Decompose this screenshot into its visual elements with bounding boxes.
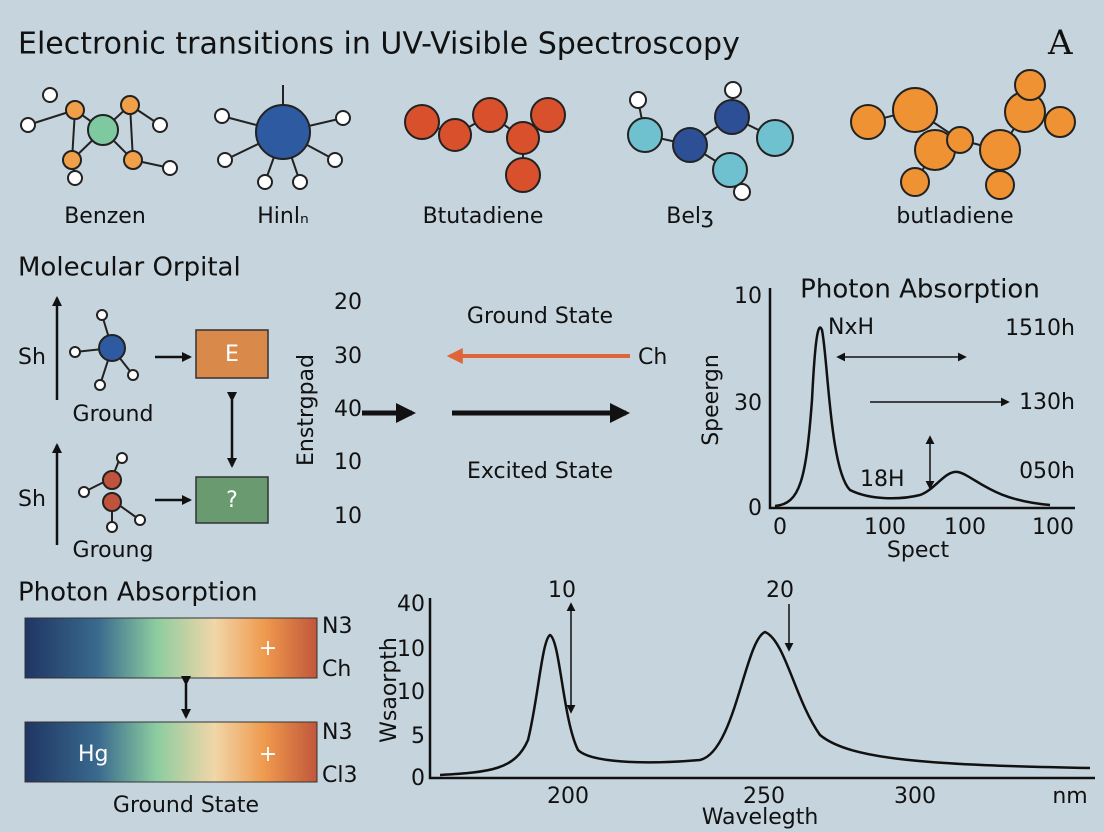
bar-tag: Ch	[322, 657, 351, 682]
section-title: Photon Absorption	[800, 275, 1040, 305]
tick-label: 300	[894, 784, 936, 809]
tick-label: 10	[397, 637, 425, 662]
tick-label: 10	[334, 450, 362, 475]
tick-label: 100	[1032, 515, 1074, 540]
gradient-bar	[24, 721, 318, 783]
title: Electronic transitions in UV-Visible Spe…	[18, 27, 740, 62]
axis-label: Sh	[18, 345, 46, 370]
axis-label: Enstrgpad	[294, 354, 319, 466]
tick-label: 250	[743, 784, 785, 809]
bar-tag: N3	[322, 720, 352, 745]
bar-mark: +	[259, 742, 277, 767]
tick-label: 10	[334, 504, 362, 529]
spectrum-curve	[774, 326, 1051, 508]
tick-label: 10	[397, 680, 425, 705]
annotation: 18H	[860, 467, 905, 492]
axes	[768, 288, 1075, 510]
molecule-icons	[20, 69, 1076, 201]
caption: Groung	[73, 538, 154, 563]
molecule-label: Btutadiene	[423, 204, 544, 229]
molecule-label: Benzen	[64, 204, 146, 229]
tick-label: 100	[864, 515, 906, 540]
section-title: Molecular Orpital	[18, 253, 241, 283]
axis-label: Spect	[887, 538, 950, 563]
bar-mark: +	[259, 636, 277, 661]
bar-tag: Cl3	[322, 763, 357, 788]
bar-label: Hg	[78, 742, 109, 767]
axis-label: Wsaorpth	[377, 637, 402, 743]
bar-tag: N3	[322, 614, 352, 639]
gradient-bar	[24, 617, 318, 679]
tick-label: 0	[748, 496, 762, 521]
caption: Ground	[73, 402, 154, 427]
axes	[428, 598, 1095, 780]
axis-label: Wavelegth	[702, 805, 819, 830]
tick-label: 40	[397, 592, 425, 617]
annotation: 050h	[1019, 459, 1075, 484]
tick-label: nm	[1052, 784, 1087, 809]
peak-label: 20	[766, 578, 794, 603]
molecule-label: butladiene	[896, 204, 1013, 229]
caption: Ground State	[113, 793, 259, 818]
tick-label: 0	[411, 766, 425, 791]
axis-label: Speergn	[699, 354, 724, 446]
state-tag: Ch	[638, 345, 667, 370]
section-title: Photon Absorption	[18, 578, 258, 608]
state-label: Excited State	[467, 459, 613, 484]
box-label: E	[225, 342, 239, 367]
tick-label: 40	[334, 397, 362, 422]
axis-label: Sh	[18, 487, 46, 512]
tick-label: 5	[411, 724, 425, 749]
tick-label: 200	[547, 784, 589, 809]
tick-label: 30	[334, 344, 362, 369]
logo: A	[1047, 23, 1073, 63]
tick-label: 30	[734, 391, 762, 416]
state-box	[195, 329, 269, 379]
annotation: 130h	[1019, 390, 1075, 415]
state-label: Ground State	[467, 304, 613, 329]
annotation: NxH	[828, 315, 874, 340]
molecule-label: Hinlₙ	[257, 204, 308, 229]
molecule-label: Belʒ	[666, 204, 713, 229]
annotation: 1510h	[1005, 316, 1075, 341]
absorption-curve	[439, 630, 1091, 777]
tick-label: 0	[773, 515, 787, 540]
tick-label: 20	[334, 290, 362, 315]
tick-label: 100	[944, 515, 986, 540]
tick-label: 10	[734, 284, 762, 309]
box-label: ?	[226, 488, 238, 513]
state-box	[195, 476, 269, 524]
peak-label: 10	[548, 578, 576, 603]
